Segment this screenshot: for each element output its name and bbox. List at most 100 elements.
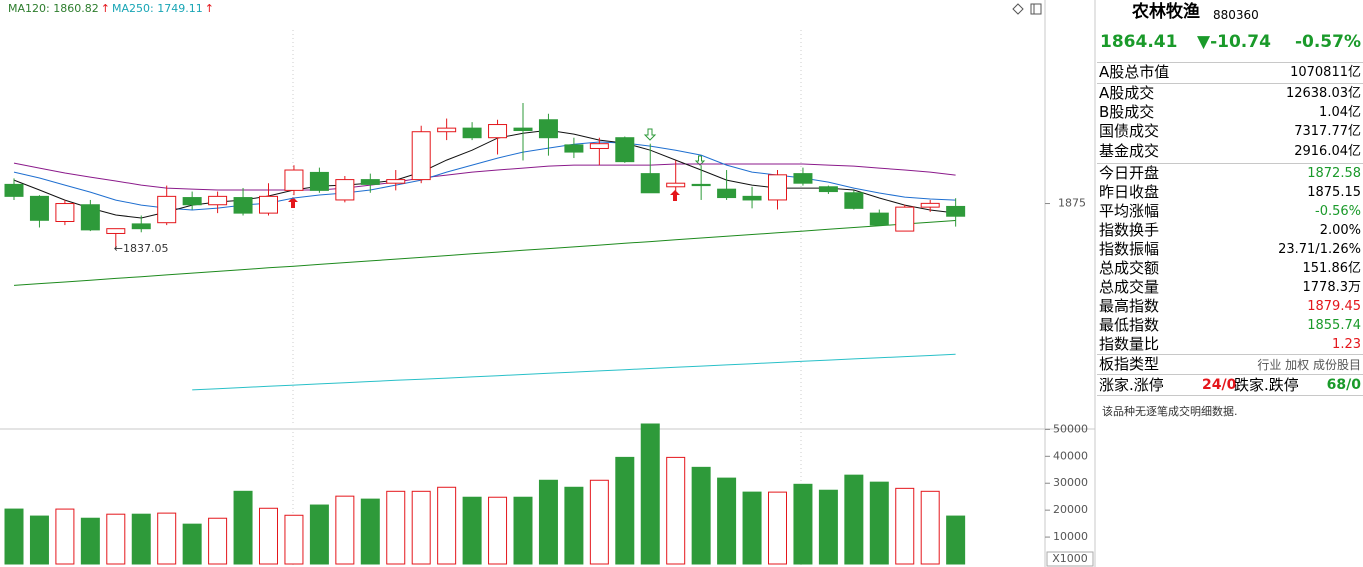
quote-panel: 农林牧渔 880360 1864.41 ▼-10.74 -0.57% A股总市值 10708…	[1097, 0, 1363, 567]
candle-body	[309, 171, 329, 191]
legend-item: MA120: 1860.82 ↑	[8, 2, 110, 15]
candle-body	[386, 179, 406, 184]
candle-body	[717, 188, 737, 199]
candle-body	[29, 195, 49, 221]
candle-body	[818, 186, 838, 193]
volume-bar	[462, 496, 482, 565]
volume-bar	[182, 523, 202, 565]
legend-arrow: ↑	[101, 2, 110, 15]
change-pct: -0.57%	[1294, 32, 1361, 52]
candle-body	[513, 127, 533, 132]
row-separator	[1097, 395, 1363, 396]
candle-body	[411, 131, 431, 181]
volume-bar	[233, 490, 253, 565]
volume-bar	[920, 490, 940, 565]
legend-arrow: ↑	[205, 2, 214, 15]
candle-body	[742, 195, 762, 201]
candle-body	[844, 192, 864, 209]
unit-box	[1046, 551, 1094, 567]
volume-bar	[386, 490, 406, 565]
candle-body	[157, 195, 177, 224]
y-tick-label: 10000	[1053, 530, 1088, 543]
candle-body	[259, 195, 278, 214]
ma-line	[13, 141, 956, 211]
breadth-value: 68/0	[1326, 377, 1361, 393]
row-separator	[1097, 354, 1363, 355]
row-value: 1855.74	[1307, 318, 1361, 333]
candle-body	[895, 206, 915, 232]
row-value: 1778.3万	[1302, 280, 1362, 295]
candle-body	[131, 223, 151, 230]
last-price: 1864.41	[1100, 32, 1178, 52]
y-tick-label: 40000	[1053, 449, 1088, 462]
legend-item: MA250: 1749.11 ↑	[112, 2, 214, 15]
row-label: 最高指数	[1099, 297, 1160, 315]
row-value: -0.56%	[1315, 204, 1361, 219]
candle-body	[946, 205, 966, 217]
row-label: 昨日收盘	[1099, 183, 1160, 201]
row-separator	[1097, 163, 1363, 164]
volume-bar	[106, 513, 126, 565]
y-tick-label: 30000	[1053, 476, 1088, 489]
candle-body	[208, 195, 228, 206]
volume-bar	[309, 504, 329, 565]
row-value: 2.00%	[1319, 223, 1361, 238]
row-value: 23.71/1.26%	[1278, 242, 1361, 257]
window-icon[interactable]	[1030, 3, 1042, 15]
volume-bar	[488, 496, 508, 565]
row-label: 指数换手	[1099, 221, 1160, 239]
volume-bar	[818, 489, 838, 565]
row-label: 指数量比	[1099, 335, 1160, 353]
candle-body	[80, 204, 100, 231]
row-label: 今日开盘	[1099, 164, 1160, 182]
volume-bar	[768, 491, 787, 565]
volume-bar	[666, 456, 686, 565]
chart-area: MA120: 1860.82 ↑ MA250: 1749.11 ↑1875←1837.…	[0, 0, 1096, 567]
candle-body	[284, 169, 304, 191]
candle-body	[768, 174, 787, 201]
volume-bar	[717, 477, 737, 565]
candle-body	[233, 197, 253, 214]
volume-bar	[895, 487, 915, 565]
volume-bar	[844, 474, 864, 565]
volume-bar	[615, 456, 635, 565]
up-arrow-icon	[288, 197, 298, 208]
volume-bar	[80, 517, 100, 565]
volume-bar	[589, 479, 609, 565]
ma-line	[13, 162, 956, 191]
breadth-value: 24/0	[1202, 377, 1237, 393]
candle-body	[869, 212, 889, 226]
row-value: 1879.45	[1307, 299, 1361, 314]
row-label: 平均涨幅	[1099, 202, 1160, 220]
volume-bar	[564, 486, 584, 565]
row-label: 基金成交	[1099, 142, 1160, 160]
diamond-icon[interactable]	[1012, 3, 1024, 15]
candle-body	[55, 203, 75, 222]
volume-bar	[513, 496, 533, 565]
volume-bar	[29, 515, 49, 565]
volume-bar	[335, 495, 355, 565]
legend-text: MA250: 1749.11	[112, 2, 203, 15]
toolbar-icons[interactable]	[1012, 3, 1042, 15]
volume-bar	[869, 481, 889, 565]
candle-body	[793, 173, 813, 184]
candle-body	[538, 119, 558, 139]
candle-body	[615, 137, 635, 163]
down-arrow-icon	[694, 155, 706, 166]
y-tick-label: 50000	[1053, 422, 1088, 435]
row-value: 12638.03亿	[1285, 86, 1361, 101]
volume-bar	[131, 513, 151, 565]
volume-bar	[259, 507, 278, 565]
candle-body	[4, 183, 24, 197]
row-label: 总成交额	[1099, 259, 1160, 277]
row-label: 指数振幅	[1099, 240, 1160, 258]
y-tick-label: 20000	[1053, 503, 1088, 516]
index-code: 880360	[1213, 8, 1259, 22]
volume-bar	[360, 498, 380, 565]
ma-line	[13, 129, 956, 219]
row-label: 最低指数	[1099, 316, 1160, 334]
breadth-label: 跌家.跌停	[1234, 376, 1299, 394]
row-value: 1070811亿	[1290, 65, 1361, 80]
up-arrow-icon	[670, 190, 680, 201]
